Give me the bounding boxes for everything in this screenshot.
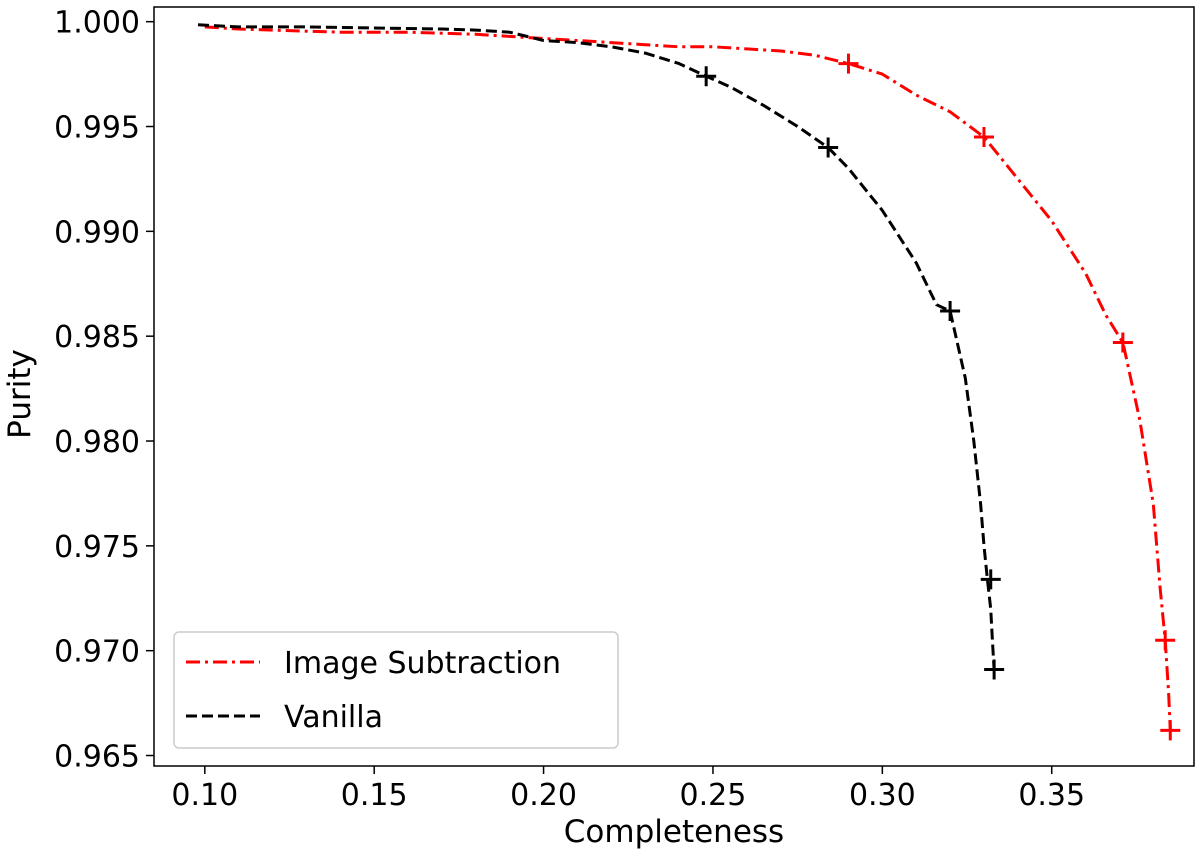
x-tick-label: 0.15 bbox=[341, 778, 408, 813]
y-tick-label: 0.970 bbox=[54, 635, 140, 670]
x-tick-label: 0.35 bbox=[1018, 778, 1085, 813]
x-tick-label: 0.30 bbox=[849, 778, 916, 813]
y-tick-label: 0.990 bbox=[54, 215, 140, 250]
y-tick-label: 0.980 bbox=[54, 425, 140, 460]
y-tick-label: 0.965 bbox=[54, 740, 140, 775]
series-line-vanilla bbox=[197, 23, 996, 670]
y-tick-label: 0.985 bbox=[54, 320, 140, 355]
legend-box bbox=[173, 631, 619, 749]
y-axis-title: Purity bbox=[2, 349, 38, 439]
series-line-image-subtraction bbox=[204, 25, 1172, 731]
marker-image-subtraction bbox=[1160, 720, 1181, 741]
y-tick-label: 0.995 bbox=[54, 111, 140, 146]
marker-image-subtraction bbox=[1112, 332, 1133, 353]
marker-image-subtraction bbox=[838, 53, 859, 74]
y-tick-label: 1.000 bbox=[54, 6, 140, 41]
y-tick-label: 0.975 bbox=[54, 530, 140, 565]
marker-vanilla bbox=[980, 569, 1001, 590]
x-tick-label: 0.20 bbox=[510, 778, 577, 813]
marker-vanilla bbox=[940, 301, 961, 322]
ticks-layer: 0.10 0.15 0.20 0.25 0.30 0.35 0.965 0.970 0.975 0… bbox=[54, 6, 1085, 813]
legend-label-image-subtraction: Image Subtraction bbox=[284, 646, 561, 681]
x-tick-label: 0.25 bbox=[680, 778, 747, 813]
plot-frame bbox=[153, 6, 1195, 767]
marker-image-subtraction bbox=[973, 126, 994, 147]
marker-vanilla bbox=[696, 66, 717, 87]
x-axis-title: Completeness bbox=[564, 814, 784, 850]
marker-image-subtraction bbox=[1155, 630, 1176, 651]
x-tick-label: 0.10 bbox=[171, 778, 238, 813]
legend: Image Subtraction Vanilla bbox=[173, 631, 619, 749]
series-layer bbox=[197, 23, 1181, 741]
marker-vanilla bbox=[818, 137, 839, 158]
legend-label-vanilla: Vanilla bbox=[284, 700, 383, 735]
marker-vanilla bbox=[984, 659, 1005, 680]
